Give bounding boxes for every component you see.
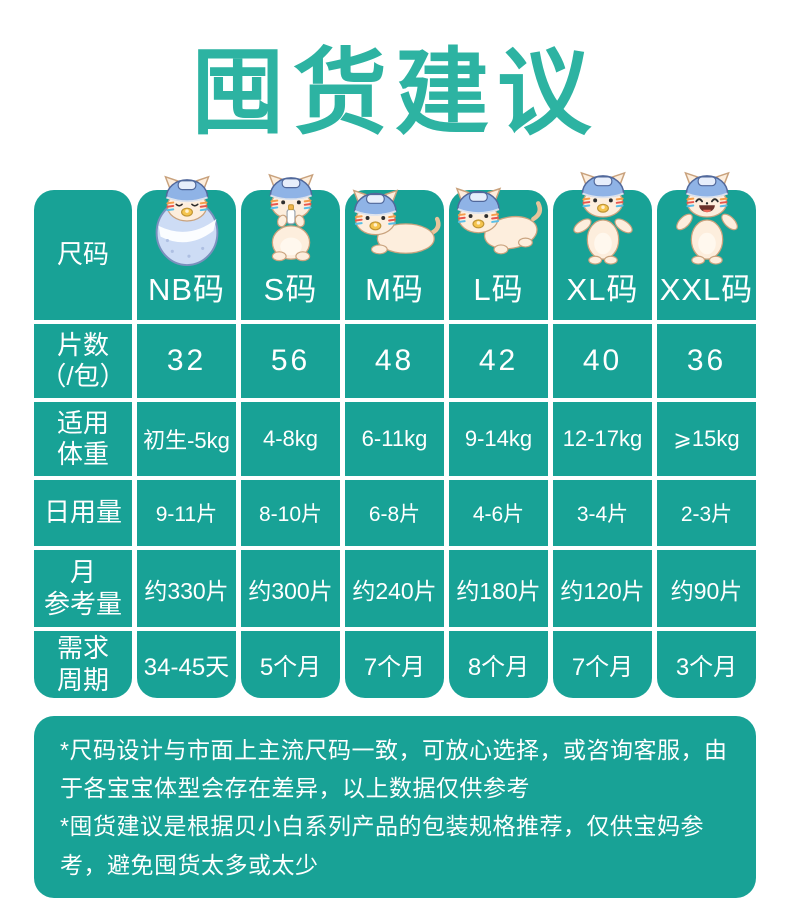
page-title: 囤货建议 — [190, 40, 599, 145]
row-header-weight-range: 适用 体重 — [34, 402, 132, 476]
crawling-kitten-icon — [450, 168, 548, 270]
size-label-m: M码 — [365, 272, 424, 307]
table-cell-s: 4-8kg — [241, 402, 340, 476]
table-cell-l: 42 — [449, 324, 548, 398]
table-cell-s: 5个月 — [241, 631, 340, 698]
table-cell-m: 6-11kg — [345, 402, 444, 476]
table-cell-xl: 40 — [553, 324, 652, 398]
row-header-daily-usage: 日用量 — [34, 480, 132, 546]
table-cell-m: 7个月 — [345, 631, 444, 698]
note-stocking: *囤货建议是根据贝小白系列产品的包装规格推荐，仅供宝妈参考，避免囤货太多或太少 — [60, 813, 704, 878]
note-sizing: *尺码设计与市面上主流尺码一致，可放心选择，或咨询客服，由于各宝宝体型会存在差异… — [60, 737, 728, 802]
table-cell-s: 8-10片 — [241, 480, 340, 546]
table-cell-nb: 34-45天 — [137, 631, 236, 698]
table-cell-m: 约240片 — [345, 550, 444, 627]
size-column-xl: XL码 — [553, 171, 652, 320]
table-cell-s: 约300片 — [241, 550, 340, 627]
size-label-xl: XL码 — [566, 272, 639, 307]
size-column-nb: NB码 — [137, 175, 236, 320]
table-cell-xxl: 3个月 — [657, 631, 756, 698]
size-label-s: S码 — [263, 272, 318, 307]
table-cell-xxl: 2-3片 — [657, 480, 756, 546]
standing-kitten-icon — [554, 168, 652, 270]
table-cell-l: 4-6片 — [449, 480, 548, 546]
sitting-kitten-icon — [242, 168, 340, 270]
table-cell-m: 48 — [345, 324, 444, 398]
size-column-m: M码 — [345, 189, 444, 320]
laughing-kitten-icon — [658, 168, 756, 270]
size-column-s: S码 — [241, 173, 340, 320]
table-cell-xl: 3-4片 — [553, 480, 652, 546]
table-cell-xxl: ⩾15kg — [657, 402, 756, 476]
table-cell-xxl: 36 — [657, 324, 756, 398]
table-cell-nb: 32 — [137, 324, 236, 398]
row-header-size: 尺码 — [34, 190, 132, 320]
stock-table: 尺码 NB码 S码 M码 L码 — [34, 171, 756, 698]
table-cell-nb: 9-11片 — [137, 480, 236, 546]
notes-panel: *尺码设计与市面上主流尺码一致，可放心选择，或咨询客服，由于各宝宝体型会存在差异… — [34, 716, 756, 898]
table-cell-xl: 12-17kg — [553, 402, 652, 476]
row-header-pieces-per-pack: 片数 （/包） — [34, 324, 132, 398]
size-column-xxl: XXL码 — [657, 171, 756, 320]
row-header-monthly-reference: 月 参考量 — [34, 550, 132, 627]
table-cell-s: 56 — [241, 324, 340, 398]
size-column-l: L码 — [449, 187, 548, 320]
size-label-nb: NB码 — [147, 272, 226, 307]
table-cell-xl: 7个月 — [553, 631, 652, 698]
size-label-xxl: XXL码 — [659, 272, 754, 307]
table-cell-m: 6-8片 — [345, 480, 444, 546]
lying-kitten-icon — [346, 168, 444, 270]
swaddled-kitten-icon — [138, 168, 236, 270]
row-header-demand-cycle: 需求 周期 — [34, 631, 132, 698]
table-cell-l: 约180片 — [449, 550, 548, 627]
size-label-l: L码 — [473, 272, 524, 307]
table-cell-xxl: 约90片 — [657, 550, 756, 627]
table-cell-l: 8个月 — [449, 631, 548, 698]
table-cell-nb: 初生-5kg — [137, 402, 236, 476]
table-cell-xl: 约120片 — [553, 550, 652, 627]
table-cell-nb: 约330片 — [137, 550, 236, 627]
table-cell-l: 9-14kg — [449, 402, 548, 476]
